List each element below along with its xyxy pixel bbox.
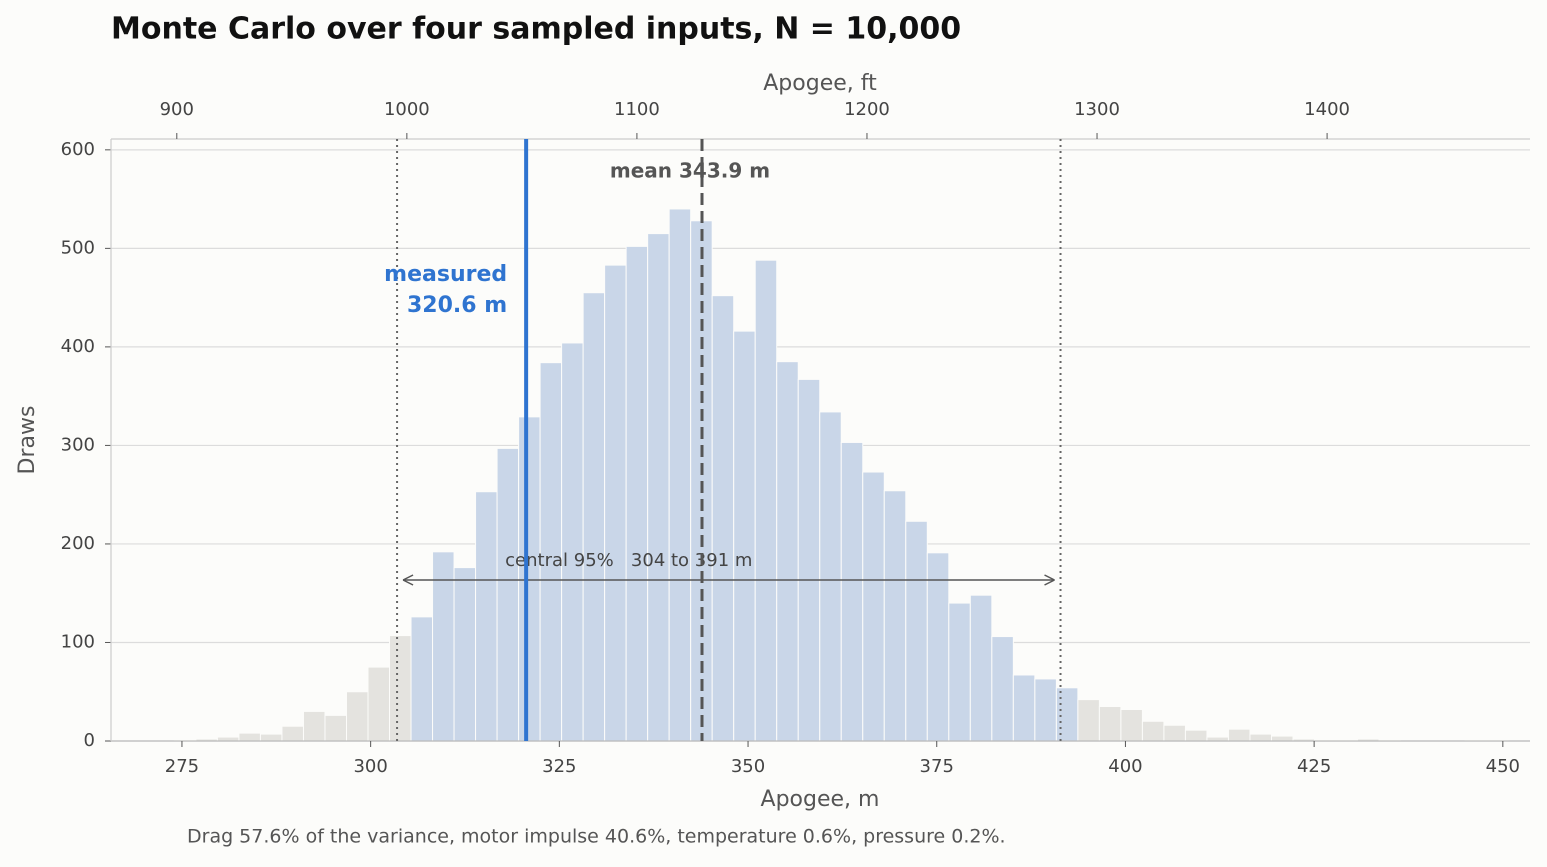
x2-axis-label: Apogee, ft — [763, 71, 877, 96]
x-tick-label: 400 — [1108, 756, 1142, 777]
bar — [754, 259, 778, 742]
bar — [969, 594, 993, 742]
bar — [302, 710, 326, 742]
bar — [1098, 706, 1122, 742]
x-tick-label: 425 — [1297, 756, 1331, 777]
interval-label: central 95% 304 to 391 m — [505, 550, 752, 571]
x-axis-label: Apogee, m — [761, 787, 880, 812]
bar — [1227, 728, 1251, 742]
x2-tick-label: 1100 — [614, 99, 660, 120]
x-tick-label: 275 — [165, 756, 199, 777]
bar — [883, 490, 907, 742]
x2-tick-label: 1300 — [1074, 99, 1120, 120]
arrow-head — [402, 574, 1055, 586]
y-tick-label: 300 — [61, 434, 95, 455]
bar — [238, 732, 261, 742]
x2-tick-label: 1200 — [844, 99, 890, 120]
bar — [410, 616, 434, 742]
bar — [1077, 699, 1100, 742]
bar — [1034, 678, 1057, 742]
bar — [840, 441, 864, 742]
measured-label: 320.6 m — [407, 293, 507, 318]
x2-tick-label: 1400 — [1304, 99, 1350, 120]
y-tick-label: 100 — [61, 631, 95, 652]
bar — [1120, 708, 1143, 742]
bar — [797, 378, 821, 742]
bar — [1249, 733, 1272, 742]
y-tick-label: 600 — [61, 139, 95, 160]
bar — [324, 714, 347, 742]
bar — [819, 411, 842, 742]
x-tick-label: 300 — [353, 756, 387, 777]
bar — [1141, 720, 1165, 742]
x-tick-label: 325 — [542, 756, 576, 777]
bar — [367, 666, 391, 742]
bar — [647, 233, 670, 742]
bar — [259, 733, 283, 742]
bar — [948, 602, 971, 742]
bar — [1163, 724, 1186, 742]
bar — [604, 264, 627, 742]
x2-tick-label: 1000 — [384, 99, 430, 120]
bar — [733, 330, 756, 742]
bar — [561, 342, 584, 742]
x-tick-label: 350 — [731, 756, 765, 777]
bar — [1270, 735, 1294, 742]
bar — [1012, 674, 1036, 742]
bar — [625, 245, 649, 742]
bar — [453, 567, 477, 742]
bar — [389, 635, 412, 742]
y-axis-label: Draws — [15, 406, 40, 475]
bar — [475, 491, 498, 742]
bar — [991, 636, 1014, 742]
footnote: Drag 57.6% of the variance, motor impuls… — [187, 826, 1006, 848]
bar — [1184, 729, 1208, 742]
bar — [496, 447, 520, 742]
bar — [905, 520, 928, 742]
bar — [926, 552, 950, 742]
x2-tick-label: 900 — [160, 99, 194, 120]
bar — [281, 725, 304, 742]
y-tick-label: 500 — [61, 237, 95, 258]
y-tick-label: 400 — [61, 336, 95, 357]
bar — [345, 691, 369, 742]
y-tick-label: 0 — [84, 730, 95, 751]
bar — [862, 471, 885, 742]
bar — [776, 361, 799, 742]
bar — [582, 292, 606, 742]
bar — [668, 208, 692, 742]
bar — [711, 295, 735, 742]
x-tick-label: 375 — [920, 756, 954, 777]
y-tick-label: 200 — [61, 533, 95, 554]
bar — [518, 416, 541, 742]
chart-title: Monte Carlo over four sampled inputs, N … — [111, 12, 961, 47]
measured-label: measured — [384, 262, 507, 287]
x-tick-label: 450 — [1486, 756, 1520, 777]
mean-label: mean 343.9 m — [610, 159, 770, 183]
